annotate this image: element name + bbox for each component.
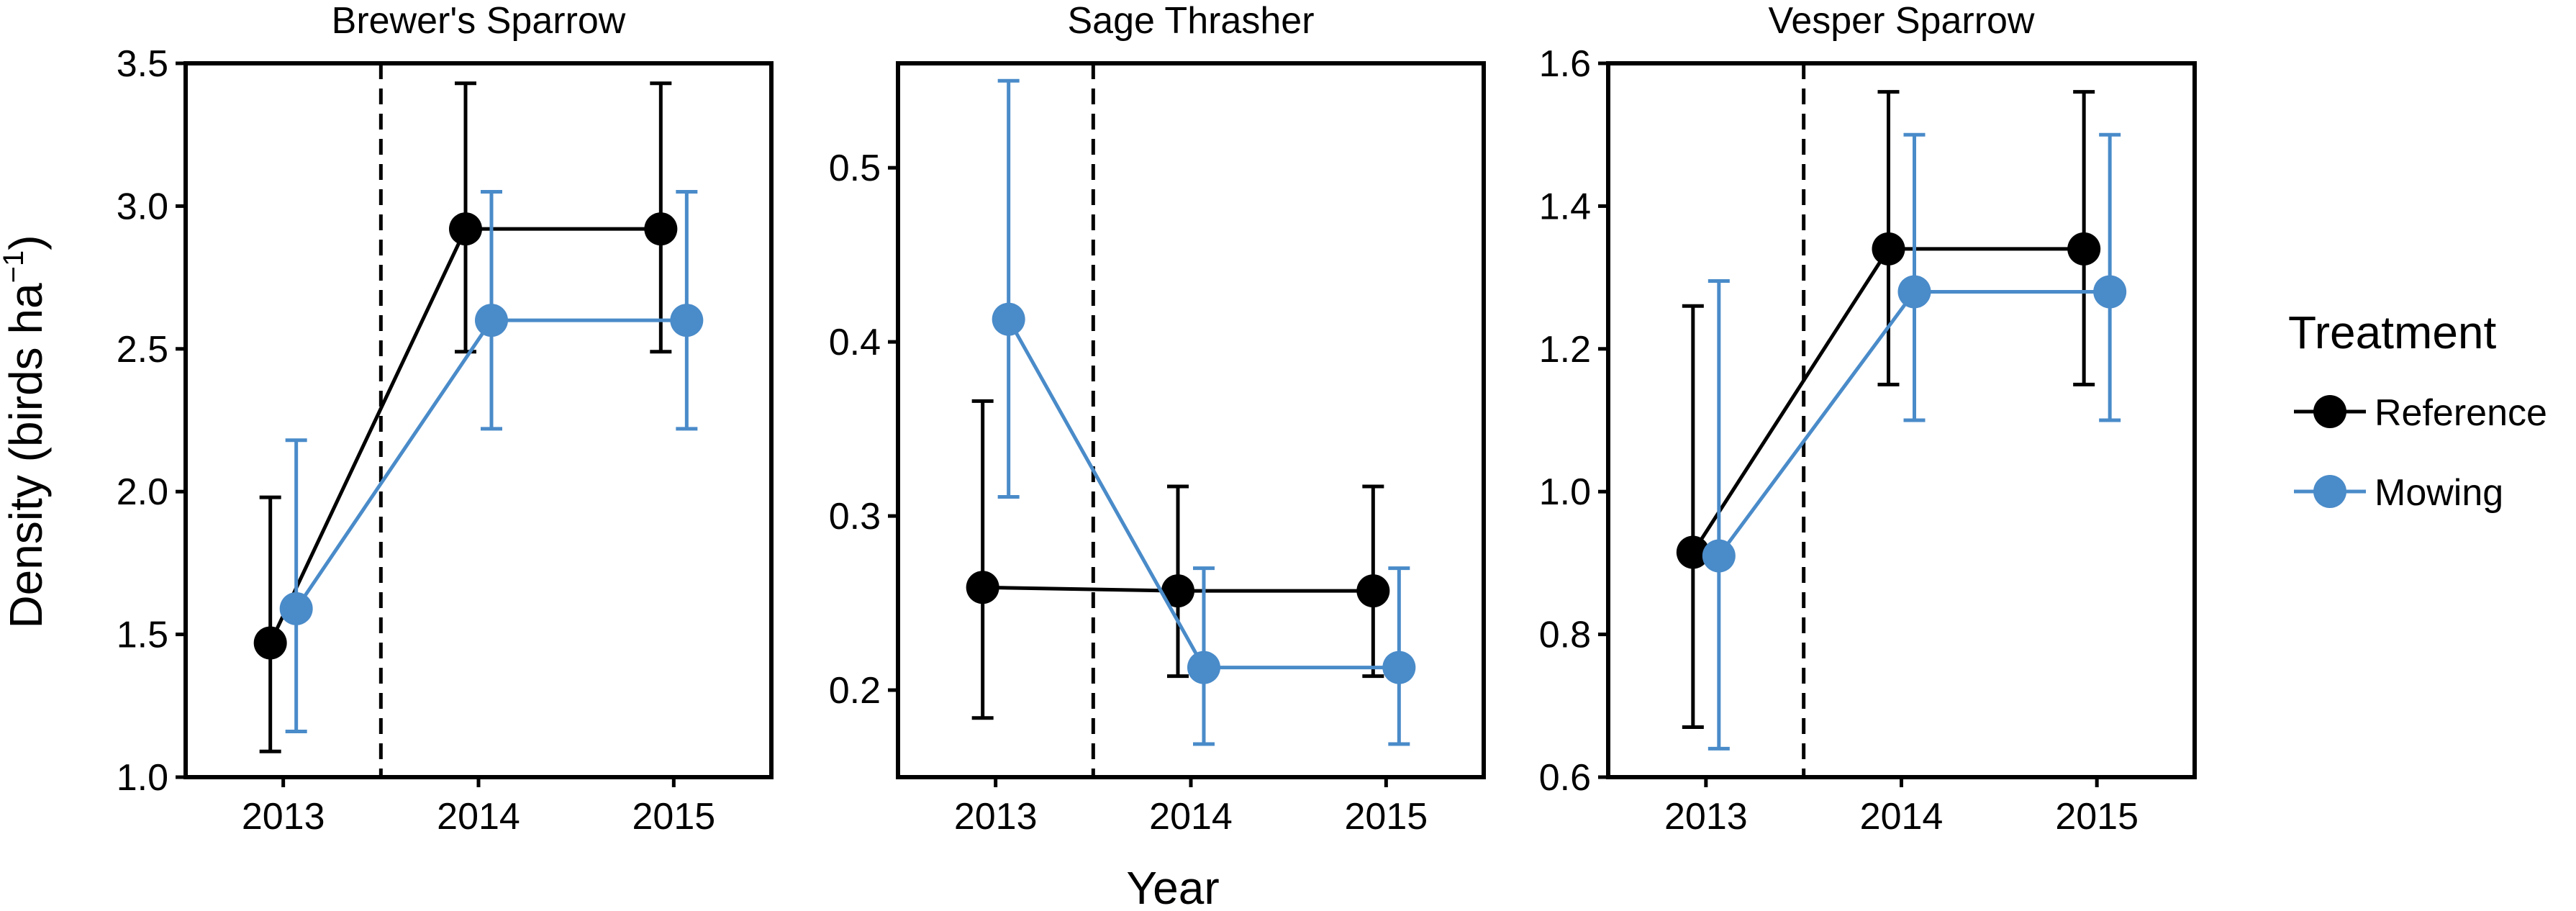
legend-reference-marker (2313, 395, 2346, 428)
data-point-sage-thrasher-reference-2013 (966, 571, 999, 604)
y-tick-label-vesper-sparrow-1-4: 1.4 (1539, 186, 1591, 227)
data-point-sage-thrasher-reference-2015 (1356, 574, 1390, 608)
data-point-sage-thrasher-reference-2014 (1161, 574, 1194, 608)
data-point-brewer-s-sparrow-reference-2014 (449, 212, 482, 246)
x-tick-label-vesper-sparrow-2014: 2014 (1860, 796, 1944, 838)
legend-mowing-label: Mowing (2375, 472, 2503, 514)
panel-frame-brewer-s-sparrow (183, 61, 774, 779)
x-axis-vesper-sparrow: 2013 2014 2015 (1664, 777, 2139, 838)
x-tick-label-brewer-s-sparrow-2014: 2014 (437, 796, 520, 838)
y-axis-sage-thrasher: 0.2 0.3 0.4 0.5 (829, 148, 898, 712)
x-axis-sage-thrasher: 2013 2014 2015 (954, 777, 1428, 838)
error-bar-brewer-s-sparrow-reference-2013 (259, 495, 281, 753)
x-tick-label-sage-thrasher-2013: 2013 (954, 796, 1038, 838)
panel-title-vesper-sparrow: Vesper Sparrow (1769, 0, 2035, 42)
y-axis-vesper-sparrow: 0.6 0.8 1.0 1.2 1.4 1.6 (1539, 43, 1608, 799)
y-tick-label-sage-thrasher-0-2: 0.2 (829, 670, 881, 712)
x-axis-label: Year (1126, 862, 1219, 911)
error-bar-vesper-sparrow-reference-2013 (1682, 304, 1704, 730)
data-point-vesper-sparrow-reference-2015 (2067, 232, 2101, 266)
y-tick-label-brewer-s-sparrow-1-5: 1.5 (117, 615, 168, 656)
data-point-vesper-sparrow-reference-2013 (1676, 535, 1710, 569)
y-tick-label-vesper-sparrow-0-8: 0.8 (1539, 615, 1591, 656)
legend-mowing-marker (2313, 475, 2346, 508)
series-sage-thrasher-reference (966, 399, 1390, 720)
legend-item-mowing: Mowing (2294, 472, 2503, 514)
y-tick-label-vesper-sparrow-0-6: 0.6 (1539, 757, 1591, 799)
panel-vesper-sparrow: Vesper Sparrow 0.6 0.8 1.0 1.2 1.4 1.6 2013 2014… (1539, 0, 2197, 838)
y-axis-label-main: Density (birds ha (0, 283, 52, 629)
series-brewer-s-sparrow-mowing (279, 190, 704, 734)
y-tick-label-sage-thrasher-0-3: 0.3 (829, 496, 881, 538)
error-bar-sage-thrasher-mowing-2013 (997, 78, 1020, 499)
x-tick-label-vesper-sparrow-2013: 2013 (1664, 796, 1748, 838)
panel-title-brewer-s-sparrow: Brewer's Sparrow (332, 0, 626, 42)
x-tick-label-sage-thrasher-2014: 2014 (1149, 796, 1233, 838)
series-vesper-sparrow-reference (1676, 90, 2101, 730)
y-axis-label-suffix: ) (0, 235, 52, 250)
data-point-brewer-s-sparrow-mowing-2014 (475, 304, 508, 337)
x-tick-label-vesper-sparrow-2015: 2015 (2055, 796, 2139, 838)
data-point-sage-thrasher-mowing-2013 (992, 302, 1025, 336)
data-point-sage-thrasher-mowing-2014 (1187, 651, 1220, 684)
error-bar-brewer-s-sparrow-mowing-2013 (285, 438, 307, 734)
y-tick-label-vesper-sparrow-1-0: 1.0 (1539, 471, 1591, 513)
series-brewer-s-sparrow-reference (253, 81, 678, 753)
panel-frame-sage-thrasher (896, 61, 1486, 779)
legend-title: Treatment (2288, 307, 2497, 358)
data-point-vesper-sparrow-mowing-2015 (2093, 275, 2127, 309)
data-point-vesper-sparrow-reference-2014 (1872, 232, 1905, 266)
data-point-vesper-sparrow-mowing-2013 (1702, 539, 1736, 573)
y-axis-brewer-s-sparrow: 1.0 1.5 2.0 2.5 3.0 3.5 (117, 43, 186, 799)
panel-title-sage-thrasher: Sage Thrasher (1067, 0, 1314, 42)
y-axis-label: Density (birds ha−1) (0, 235, 52, 628)
y-tick-label-sage-thrasher-0-4: 0.4 (829, 322, 881, 363)
y-tick-label-vesper-sparrow-1-2: 1.2 (1539, 329, 1591, 371)
data-point-brewer-s-sparrow-mowing-2015 (670, 304, 704, 337)
series-sage-thrasher-mowing (992, 78, 1416, 746)
data-point-brewer-s-sparrow-reference-2013 (253, 626, 287, 660)
y-tick-label-brewer-s-sparrow-2-0: 2.0 (117, 471, 168, 513)
data-point-brewer-s-sparrow-mowing-2013 (279, 592, 313, 625)
legend-reference-label: Reference (2375, 392, 2547, 434)
panel-sage-thrasher: Sage Thrasher 0.2 0.3 0.4 0.5 2013 2014 2015 (829, 0, 1486, 838)
y-tick-label-brewer-s-sparrow-2-5: 2.5 (117, 329, 168, 371)
data-point-vesper-sparrow-mowing-2014 (1897, 275, 1931, 309)
error-bar-sage-thrasher-reference-2013 (971, 399, 994, 720)
x-axis-brewer-s-sparrow: 2013 2014 2015 (242, 777, 715, 838)
x-tick-label-sage-thrasher-2015: 2015 (1344, 796, 1428, 838)
y-axis-label-superscript: −1 (0, 250, 30, 284)
panel-frame-vesper-sparrow (1606, 61, 2197, 779)
x-tick-label-brewer-s-sparrow-2015: 2015 (632, 796, 715, 838)
data-point-brewer-s-sparrow-reference-2015 (644, 212, 678, 246)
legend: Treatment Reference Mowing (2288, 307, 2547, 514)
x-tick-label-brewer-s-sparrow-2013: 2013 (242, 796, 325, 838)
y-tick-label-sage-thrasher-0-5: 0.5 (829, 148, 881, 189)
series-vesper-sparrow-mowing (1702, 132, 2127, 751)
error-bar-vesper-sparrow-mowing-2013 (1707, 279, 1730, 751)
data-point-sage-thrasher-mowing-2015 (1382, 651, 1416, 684)
y-tick-label-brewer-s-sparrow-3-5: 3.5 (117, 43, 168, 85)
legend-item-reference: Reference (2294, 392, 2547, 434)
y-tick-label-vesper-sparrow-1-6: 1.6 (1539, 43, 1591, 85)
y-tick-label-brewer-s-sparrow-1-0: 1.0 (117, 757, 168, 799)
y-tick-label-brewer-s-sparrow-3-0: 3.0 (117, 186, 168, 227)
